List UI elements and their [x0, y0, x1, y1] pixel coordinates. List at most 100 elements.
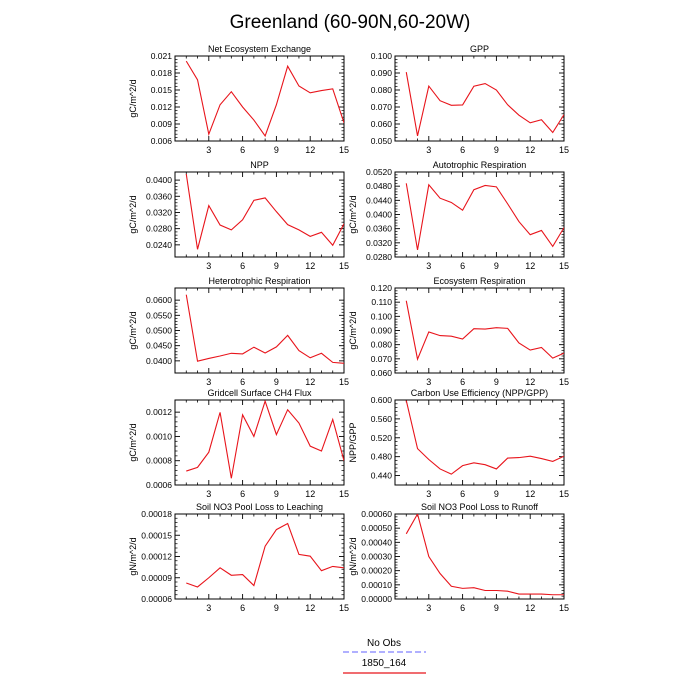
panel-6: Gridcell Surface CH4 Flux gC/m^2/d 3 6 9 12 15…: [128, 388, 349, 499]
plot-frame: [394, 171, 565, 258]
panel-3: Autotrophic Respiration gC/m^2/d 3 6 9 12 15 0.…: [348, 160, 569, 271]
x-tick-label: 15: [339, 261, 349, 271]
y-tick-label: 0.0450: [146, 341, 172, 351]
y-tick-label: 0.00012: [141, 552, 172, 562]
panel-2: NPP gC/m^2/d 3 6 9 12 15 0.0240 0.0280 0.0320 0.03…: [128, 160, 349, 271]
y-tick-label: 0.012: [151, 102, 173, 112]
y-tick-label: 0.00015: [141, 530, 172, 540]
x-tick-label: 3: [426, 261, 431, 271]
y-tick-label: 0.0280: [366, 252, 392, 262]
y-tick-label: 0.050: [371, 136, 393, 146]
x-tick-label: 3: [426, 377, 431, 387]
panel-title: Gridcell Surface CH4 Flux: [207, 388, 312, 398]
y-tick-label: 0.0550: [146, 310, 172, 320]
x-tick-label: 12: [525, 377, 535, 387]
y-tick-label: 0.0400: [366, 210, 392, 220]
y-tick-label: 0.018: [151, 68, 173, 78]
panel-7: Carbon Use Efficiency (NPP/GPP) NPP/GPP 3 6…: [348, 388, 569, 499]
plot-frame: [174, 513, 345, 600]
x-tick-label: 3: [206, 603, 211, 613]
y-tick-label: 0.00006: [141, 594, 172, 604]
y-tick-label: 0.060: [371, 368, 393, 378]
x-tick-label: 3: [426, 489, 431, 499]
y-tick-label: 0.0280: [146, 224, 172, 234]
x-tick-label: 9: [274, 145, 279, 155]
panel-title: Heterotrophic Respiration: [208, 276, 310, 286]
y-tick-label: 0.100: [371, 51, 393, 61]
y-tick-label: 0.015: [151, 85, 173, 95]
x-tick-label: 6: [240, 377, 245, 387]
legend-label-model: 1850_164: [362, 658, 407, 669]
x-tick-label: 15: [559, 261, 569, 271]
x-tick-label: 6: [240, 603, 245, 613]
series-line-1850_164: [405, 514, 564, 596]
x-tick-label: 15: [559, 603, 569, 613]
y-tick-label: 0.00010: [361, 580, 392, 590]
x-tick-label: 15: [559, 145, 569, 155]
y-tick-label: 0.080: [371, 340, 393, 350]
y-tick-label: 0.021: [151, 51, 173, 61]
y-tick-label: 0.0440: [366, 195, 392, 205]
y-tick-label: 0.110: [371, 297, 392, 307]
series-line-1850_164: [186, 400, 344, 479]
x-tick-label: 9: [274, 377, 279, 387]
panel-grid: Net Ecosystem Exchange gC/m^2/d 3 6 9 12 15 0.0…: [128, 44, 569, 613]
y-tick-label: 0.560: [371, 414, 393, 424]
panel-0: Net Ecosystem Exchange gC/m^2/d 3 6 9 12 15 0.0…: [128, 44, 349, 155]
y-tick-label: 0.100: [371, 311, 393, 321]
y-axis-label: gC/m^2/d: [348, 311, 358, 349]
y-axis-label: gC/m^2/d: [348, 195, 358, 233]
y-tick-label: 0.0500: [146, 326, 172, 336]
x-tick-label: 6: [240, 261, 245, 271]
panel-9: Soil NO3 Pool Loss to Runoff gN/m^2/d 3 6 9 1…: [348, 502, 569, 613]
x-tick-label: 9: [494, 261, 499, 271]
x-tick-label: 15: [339, 489, 349, 499]
y-tick-label: 0.090: [371, 326, 393, 336]
x-tick-label: 15: [339, 377, 349, 387]
y-tick-label: 0.0520: [366, 167, 392, 177]
x-tick-label: 6: [460, 261, 465, 271]
panel-4: Heterotrophic Respiration gC/m^2/d 3 6 9 12 15…: [128, 276, 349, 387]
y-tick-label: 0.009: [151, 119, 173, 129]
y-tick-label: 0.0320: [146, 207, 172, 217]
x-tick-label: 3: [206, 377, 211, 387]
y-tick-label: 0.006: [151, 136, 173, 146]
x-tick-label: 6: [460, 377, 465, 387]
y-tick-label: 0.600: [371, 395, 393, 405]
series-line-1850_164: [405, 300, 564, 362]
y-axis-label: gC/m^2/d: [128, 311, 138, 349]
panel-title: Ecosystem Respiration: [433, 276, 525, 286]
series-line-1850_164: [186, 522, 344, 588]
plot-frame: [174, 399, 345, 486]
series-line-1850_164: [185, 173, 344, 250]
plot-frame: [394, 399, 565, 486]
y-tick-label: 0.0400: [146, 356, 172, 366]
y-tick-label: 0.520: [371, 433, 393, 443]
x-tick-label: 15: [339, 145, 349, 155]
x-tick-label: 12: [525, 603, 535, 613]
x-tick-label: 15: [559, 489, 569, 499]
x-tick-label: 12: [305, 489, 315, 499]
y-tick-label: 0.0012: [146, 407, 172, 417]
series-line-1850_164: [185, 60, 344, 138]
plot-frame: [394, 55, 565, 142]
x-tick-label: 15: [339, 603, 349, 613]
y-tick-label: 0.0480: [366, 181, 392, 191]
series-line-1850_164: [405, 400, 564, 475]
x-tick-label: 12: [305, 145, 315, 155]
y-axis-label: gC/m^2/d: [128, 195, 138, 233]
y-tick-label: 0.080: [371, 85, 393, 95]
panel-1: GPP 3 6 9 12 15 0.050 0.060 0.070 0.080 0.090 0.100: [371, 44, 569, 155]
y-tick-label: 0.0010: [146, 431, 172, 441]
x-tick-label: 9: [274, 603, 279, 613]
plot-frame: [394, 287, 565, 374]
panel-title: Autotrophic Respiration: [433, 160, 527, 170]
plot-frame: [174, 171, 345, 258]
y-tick-label: 0.0600: [146, 295, 172, 305]
y-tick-label: 0.070: [371, 354, 393, 364]
y-tick-label: 0.070: [371, 102, 393, 112]
x-tick-label: 15: [559, 377, 569, 387]
panel-title: Soil NO3 Pool Loss to Leaching: [196, 502, 323, 512]
y-axis-label: gC/m^2/d: [128, 79, 138, 117]
